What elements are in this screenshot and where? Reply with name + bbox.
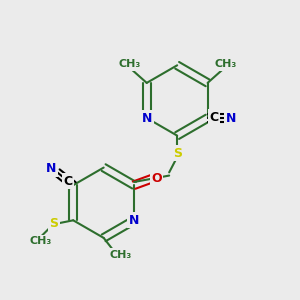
Text: N: N xyxy=(226,112,236,124)
Text: S: S xyxy=(50,217,58,230)
Text: CH₃: CH₃ xyxy=(29,236,51,246)
Text: O: O xyxy=(151,172,162,185)
Text: C: C xyxy=(64,175,73,188)
Text: C: C xyxy=(209,111,219,124)
Text: N: N xyxy=(129,214,139,227)
Text: CH₃: CH₃ xyxy=(215,59,237,69)
Text: N: N xyxy=(142,112,152,124)
Text: N: N xyxy=(46,162,57,175)
Text: CH₃: CH₃ xyxy=(118,59,140,69)
Text: S: S xyxy=(173,147,182,160)
Text: CH₃: CH₃ xyxy=(110,250,132,260)
